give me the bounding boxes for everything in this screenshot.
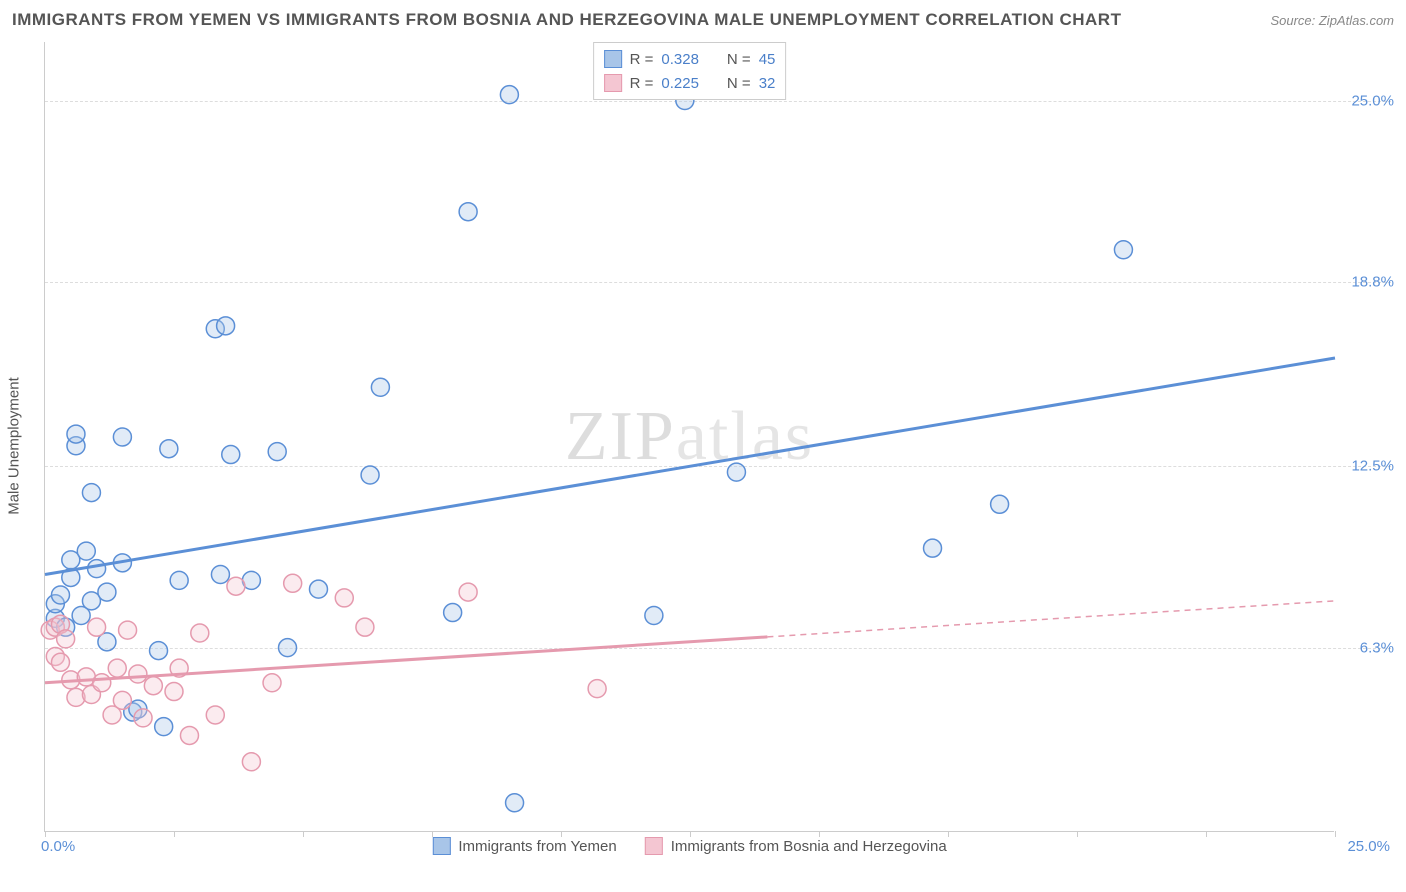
x-tick-label-max: 25.0%: [1347, 838, 1390, 855]
data-point: [165, 683, 183, 701]
data-point: [371, 378, 389, 396]
data-point: [191, 624, 209, 642]
legend-bottom: Immigrants from Yemen Immigrants from Bos…: [432, 837, 946, 855]
data-point: [77, 542, 95, 560]
data-point: [991, 495, 1009, 513]
data-point: [727, 463, 745, 481]
data-point: [335, 589, 353, 607]
data-point: [150, 642, 168, 660]
data-point: [924, 539, 942, 557]
legend-n-label: N =: [727, 75, 751, 92]
data-point: [88, 618, 106, 636]
data-point: [113, 691, 131, 709]
x-tick-mark: [45, 831, 46, 837]
x-tick-mark: [1206, 831, 1207, 837]
legend-n-value: 32: [759, 75, 776, 92]
legend-series-label: Immigrants from Bosnia and Herzegovina: [671, 838, 947, 855]
chart-title: IMMIGRANTS FROM YEMEN VS IMMIGRANTS FROM…: [12, 10, 1121, 30]
x-tick-mark: [303, 831, 304, 837]
data-point: [67, 425, 85, 443]
x-tick-mark: [948, 831, 949, 837]
data-point: [645, 606, 663, 624]
data-point: [217, 317, 235, 335]
x-tick-mark: [1335, 831, 1336, 837]
data-point: [206, 706, 224, 724]
legend-r-label: R =: [630, 51, 654, 68]
data-point: [129, 665, 147, 683]
data-point: [268, 443, 286, 461]
data-point: [82, 484, 100, 502]
data-point: [444, 604, 462, 622]
data-point: [134, 709, 152, 727]
legend-swatch: [604, 74, 622, 92]
trend-line: [45, 358, 1335, 575]
data-point: [588, 680, 606, 698]
data-point: [211, 566, 229, 584]
data-point: [93, 674, 111, 692]
legend-bottom-item: Immigrants from Yemen: [432, 837, 616, 855]
data-point: [160, 440, 178, 458]
legend-swatch: [604, 50, 622, 68]
data-point: [170, 571, 188, 589]
data-point: [57, 630, 75, 648]
data-point: [113, 428, 131, 446]
data-point: [242, 753, 260, 771]
data-point: [361, 466, 379, 484]
data-point: [506, 794, 524, 812]
data-point: [227, 577, 245, 595]
legend-top-row: R = 0.328 N = 45: [604, 47, 776, 71]
legend-bottom-item: Immigrants from Bosnia and Herzegovina: [645, 837, 947, 855]
x-tick-label-min: 0.0%: [41, 838, 75, 855]
data-point: [108, 659, 126, 677]
data-point: [284, 574, 302, 592]
title-bar: IMMIGRANTS FROM YEMEN VS IMMIGRANTS FROM…: [12, 10, 1394, 30]
legend-top: R = 0.328 N = 45 R = 0.225 N = 32: [593, 42, 787, 100]
legend-n-value: 45: [759, 51, 776, 68]
legend-r-label: R =: [630, 75, 654, 92]
data-point: [51, 586, 69, 604]
legend-r-value: 0.328: [661, 51, 699, 68]
data-point: [356, 618, 374, 636]
x-tick-mark: [174, 831, 175, 837]
data-point: [459, 583, 477, 601]
data-point: [180, 726, 198, 744]
y-tick-label: 25.0%: [1351, 92, 1394, 109]
data-point: [119, 621, 137, 639]
data-point: [88, 560, 106, 578]
data-point: [222, 446, 240, 464]
x-tick-mark: [1077, 831, 1078, 837]
y-axis-label: Male Unemployment: [6, 377, 23, 515]
data-point: [144, 677, 162, 695]
y-tick-label: 12.5%: [1351, 458, 1394, 475]
data-point: [459, 203, 477, 221]
legend-swatch: [432, 837, 450, 855]
data-point: [279, 639, 297, 657]
data-point: [263, 674, 281, 692]
data-point: [1114, 241, 1132, 259]
trend-line-extrapolated: [767, 601, 1335, 637]
legend-n-label: N =: [727, 51, 751, 68]
legend-swatch: [645, 837, 663, 855]
legend-top-row: R = 0.225 N = 32: [604, 71, 776, 95]
data-point: [155, 718, 173, 736]
source-credit: Source: ZipAtlas.com: [1270, 13, 1394, 28]
chart-svg: [45, 42, 1334, 831]
plot-area: ZIPatlas 6.3%12.5%18.8%25.0% R =0.328N =…: [44, 42, 1334, 832]
y-tick-label: 6.3%: [1360, 639, 1394, 656]
y-tick-label: 18.8%: [1351, 273, 1394, 290]
legend-r-value: 0.225: [661, 75, 699, 92]
data-point: [500, 86, 518, 104]
data-point: [51, 653, 69, 671]
data-point: [309, 580, 327, 598]
legend-series-label: Immigrants from Yemen: [458, 838, 616, 855]
data-point: [98, 583, 116, 601]
